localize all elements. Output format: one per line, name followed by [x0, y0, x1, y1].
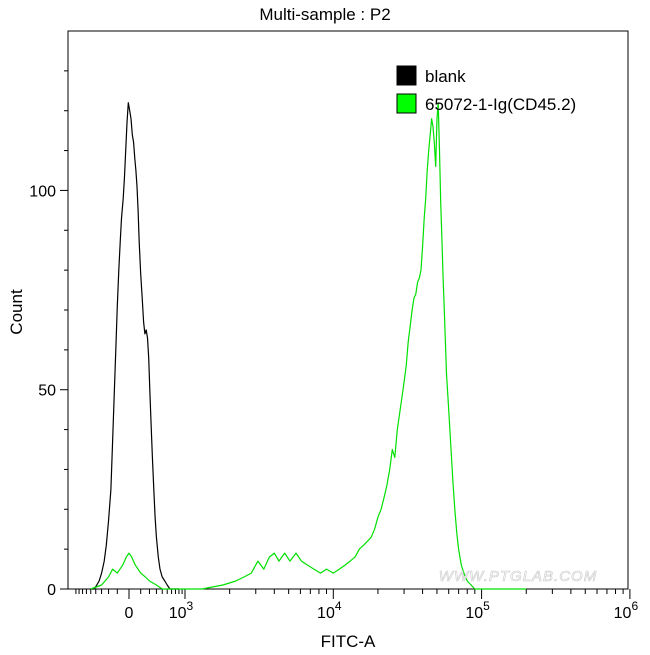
series-line-blank	[90, 102, 179, 590]
y-axis: 0 50 100	[29, 70, 68, 599]
x-axis: 0 103 104 105 106	[75, 589, 639, 622]
x-tick-label: 104	[317, 599, 342, 622]
legend-label-blank: blank	[425, 67, 466, 86]
x-tick-exponent: 5	[483, 599, 490, 613]
watermark: WWW.PTGLAB.COM	[439, 568, 597, 585]
legend: blank 65072-1-Ig(CD45.2)	[396, 65, 576, 114]
x-tick-label: 105	[465, 599, 490, 622]
y-axis-title: Count	[7, 289, 26, 335]
x-tick-exponent: 4	[335, 599, 342, 613]
legend-swatch-blank	[396, 65, 417, 86]
x-tick-label: 106	[614, 599, 639, 622]
y-tick-label: 0	[47, 582, 56, 599]
x-axis-title: FITC-A	[321, 632, 376, 651]
x-tick-exponent: 6	[631, 599, 638, 613]
chart-title: Multi-sample : P2	[259, 5, 390, 24]
x-tick-label: 103	[169, 599, 194, 622]
legend-swatch-cd45	[396, 93, 417, 114]
x-tick-exponent: 3	[187, 599, 194, 613]
y-tick-label: 50	[38, 383, 56, 400]
legend-label-cd45: 65072-1-Ig(CD45.2)	[425, 95, 576, 114]
series-group	[90, 102, 527, 590]
x-tick-label: 0	[125, 605, 134, 622]
series-line-cd45	[90, 102, 527, 590]
y-tick-label: 100	[29, 183, 56, 200]
plot-frame	[67, 30, 629, 590]
